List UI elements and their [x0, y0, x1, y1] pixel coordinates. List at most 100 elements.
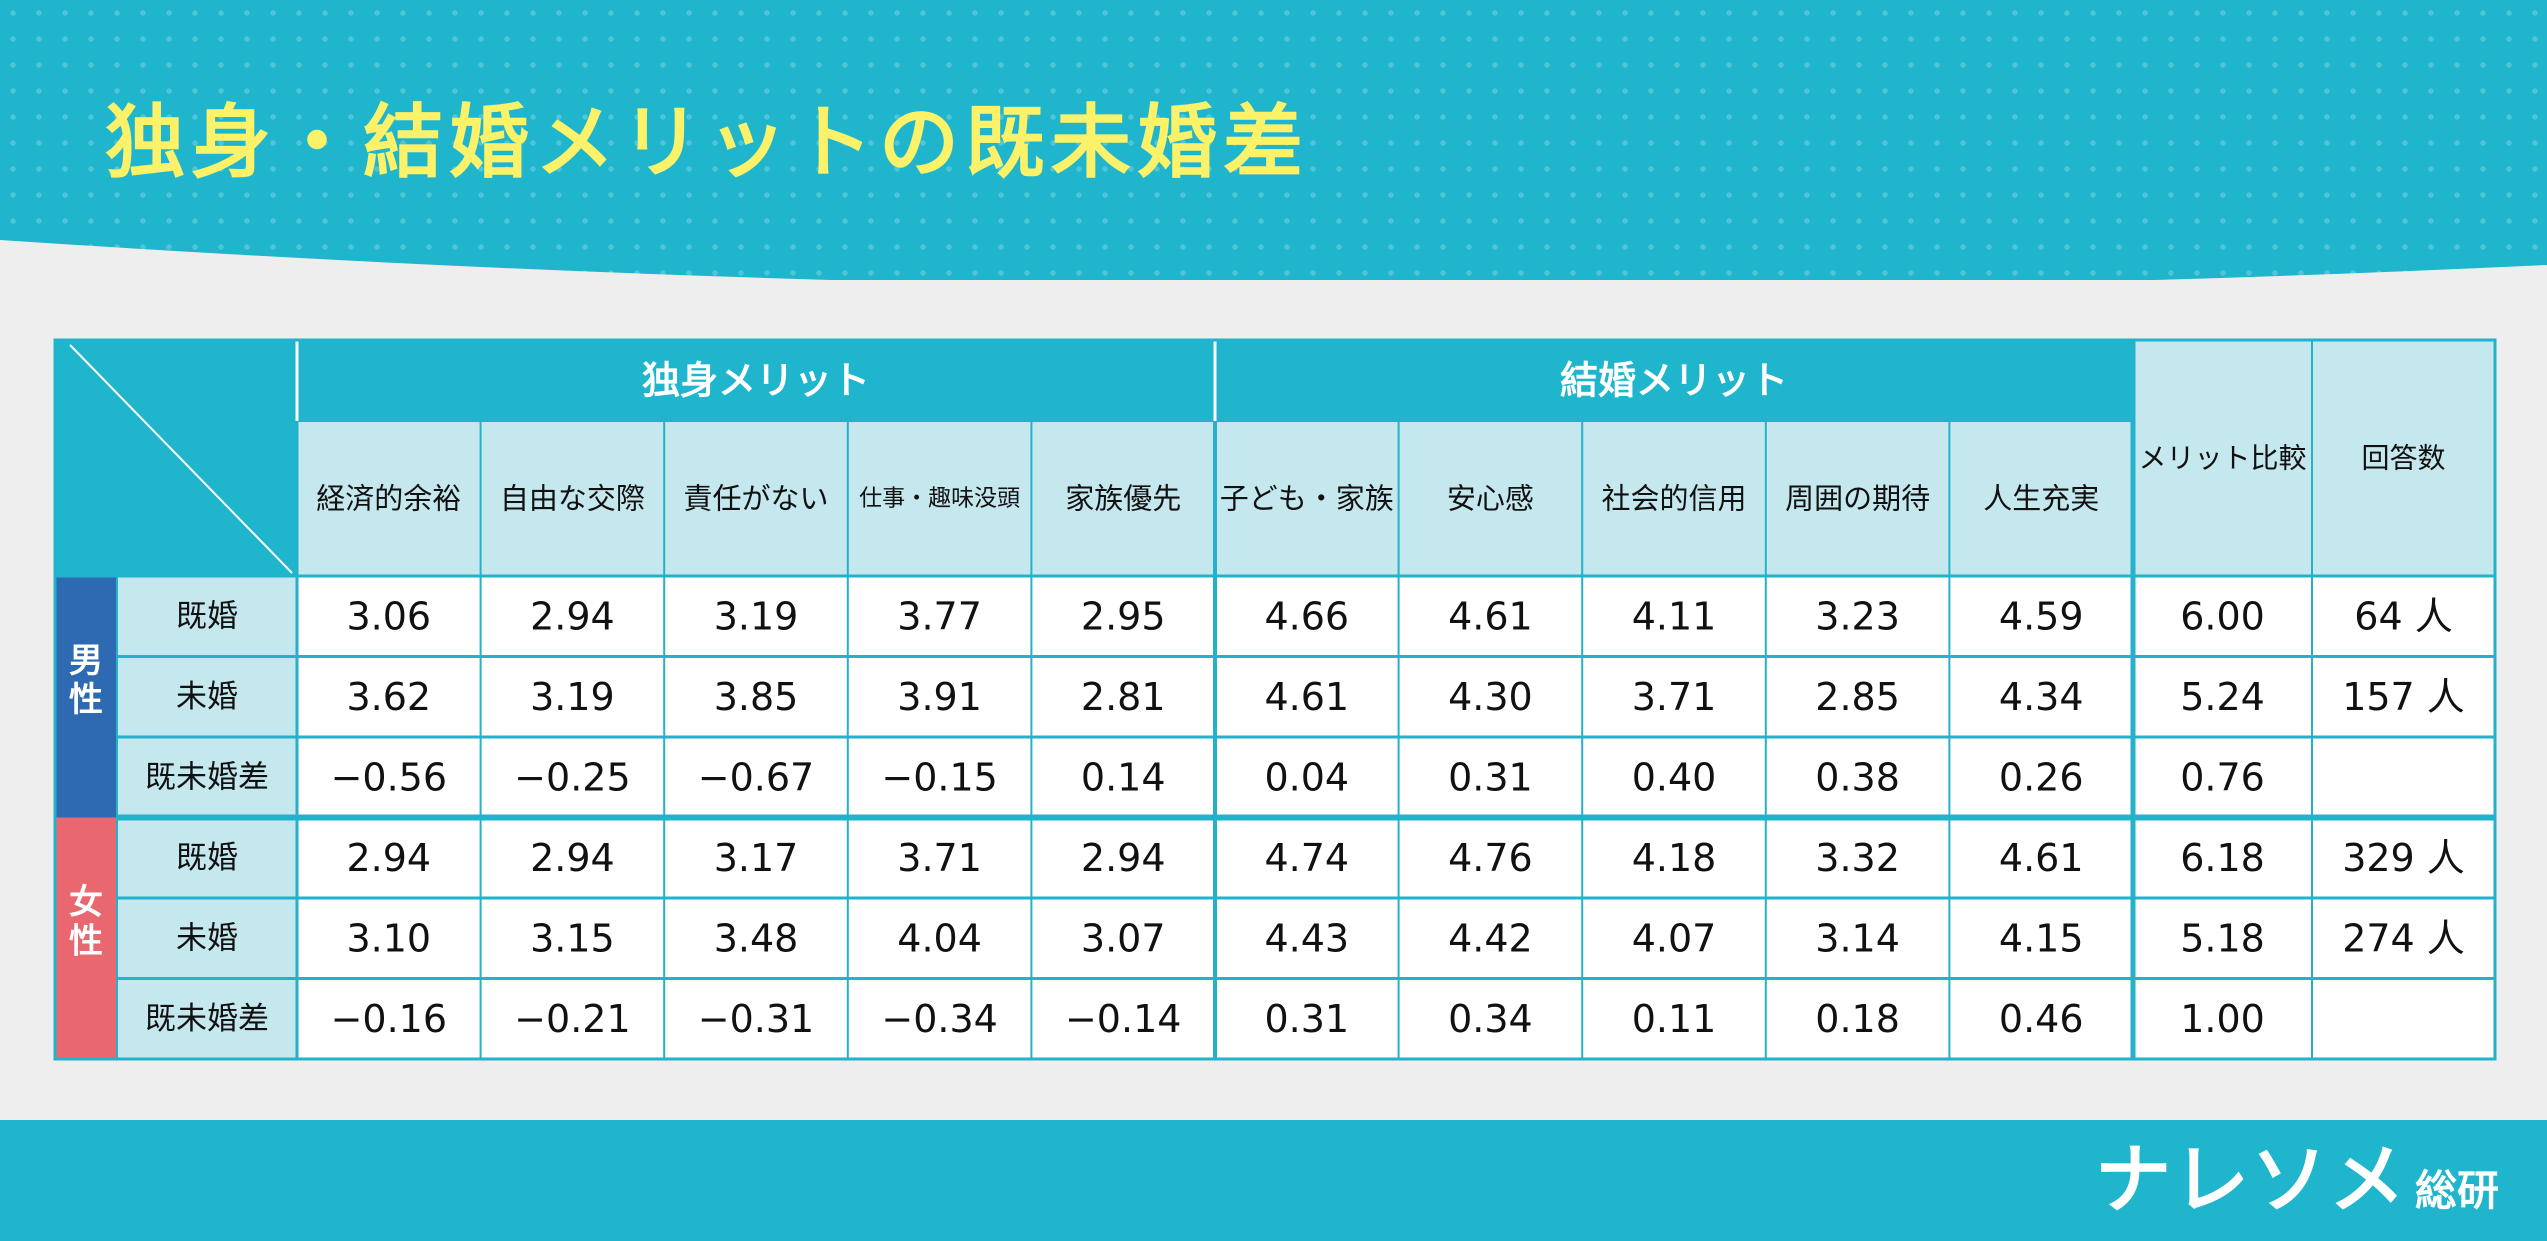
value-cell: −0.25 — [514, 755, 630, 799]
value-cell: 3.77 — [897, 594, 982, 638]
column-header: 社会的信用 — [1601, 482, 1746, 516]
value-cell: 0.04 — [1264, 755, 1349, 799]
value-cell: 4.74 — [1264, 836, 1349, 880]
value-cell: 3.85 — [714, 675, 799, 719]
value-cell: 0.40 — [1632, 755, 1717, 799]
compare-cell: 1.00 — [2180, 997, 2265, 1041]
section-label-male: 男性 — [69, 641, 103, 720]
value-cell: 0.31 — [1448, 755, 1533, 799]
value-cell: 0.18 — [1815, 997, 1900, 1041]
value-cell: 0.11 — [1632, 997, 1717, 1041]
value-cell: 0.26 — [1999, 755, 2084, 799]
count-cell: 64 人 — [2354, 594, 2452, 638]
value-cell: 4.15 — [1999, 916, 2084, 960]
value-cell: 0.14 — [1081, 755, 1166, 799]
logo-sub-text: 総研 — [2414, 1166, 2499, 1215]
row-label: 既未婚差 — [145, 759, 269, 795]
value-cell: 3.07 — [1081, 916, 1166, 960]
column-header: 安心感 — [1447, 482, 1534, 516]
value-cell: −0.34 — [881, 997, 997, 1041]
column-header: 経済的余裕 — [316, 482, 461, 516]
group-header-married: 結婚メリット — [1560, 359, 1788, 403]
value-cell: −0.56 — [331, 755, 447, 799]
value-cell: 4.04 — [897, 916, 982, 960]
value-cell: 3.14 — [1815, 916, 1900, 960]
logo-main-text: ナレソメ — [2094, 1135, 2407, 1224]
value-cell: 3.15 — [530, 916, 615, 960]
value-cell: −0.15 — [881, 755, 997, 799]
value-cell: 4.61 — [1999, 836, 2084, 880]
value-cell: 3.10 — [346, 916, 431, 960]
column-header-compare: メリット比較 — [2138, 442, 2306, 475]
table-border — [53, 338, 2497, 1061]
value-cell: 3.91 — [897, 675, 982, 719]
value-cell: −0.21 — [514, 997, 630, 1041]
corner-diagonal — [69, 344, 293, 574]
value-cell: 4.07 — [1632, 916, 1717, 960]
value-cell: −0.16 — [331, 997, 447, 1041]
value-cell: 4.61 — [1264, 675, 1349, 719]
compare-cell: 6.18 — [2180, 836, 2265, 880]
value-cell: 2.94 — [1081, 836, 1166, 880]
column-header: 家族優先 — [1065, 482, 1181, 516]
value-cell: 0.34 — [1448, 997, 1533, 1041]
value-cell: −0.14 — [1065, 997, 1181, 1041]
female-section-band — [55, 817, 117, 1059]
compare-cell: 5.24 — [2180, 675, 2265, 719]
compare-cell: 5.18 — [2180, 916, 2265, 960]
value-cell: 4.11 — [1632, 594, 1717, 638]
value-cell: 2.94 — [530, 594, 615, 638]
value-cell: 0.31 — [1264, 997, 1349, 1041]
value-cell: 2.94 — [346, 836, 431, 880]
compare-cell: 6.00 — [2180, 594, 2265, 638]
row-label: 未婚 — [176, 679, 238, 715]
extra-header-row — [2133, 340, 2495, 576]
value-cell: 3.62 — [346, 675, 431, 719]
row-label: 既婚 — [176, 598, 238, 634]
compare-cell: 0.76 — [2180, 755, 2265, 799]
value-cell: 3.19 — [530, 675, 615, 719]
value-cell: 3.71 — [1632, 675, 1717, 719]
value-cell: 3.32 — [1815, 836, 1900, 880]
value-cell: 2.85 — [1815, 675, 1900, 719]
column-header: 責任がない — [683, 482, 828, 516]
group-header-single: 独身メリット — [642, 359, 870, 403]
count-cell: 274 人 — [2342, 916, 2465, 960]
value-cell: 3.06 — [346, 594, 431, 638]
count-cell: 329 人 — [2342, 836, 2465, 880]
value-cell: −0.67 — [698, 755, 814, 799]
row-label: 既婚 — [176, 840, 238, 876]
value-cell: 3.17 — [714, 836, 799, 880]
value-cell: 3.71 — [897, 836, 982, 880]
value-cell: 2.95 — [1081, 594, 1166, 638]
male-section-band — [55, 576, 117, 818]
value-cell: 4.34 — [1999, 675, 2084, 719]
column-header: 自由な交際 — [500, 482, 645, 516]
section-label-female: 女性 — [69, 882, 103, 961]
brand-logo: ナレソメ 総研 — [2095, 1135, 2499, 1228]
value-cell: 4.18 — [1632, 836, 1717, 880]
value-cell: 4.43 — [1264, 916, 1349, 960]
header-curve — [0, 240, 2547, 300]
value-cell: 0.38 — [1815, 755, 1900, 799]
column-header: 仕事・趣味没頭 — [859, 486, 1020, 512]
value-cell: 4.66 — [1264, 594, 1349, 638]
page-title: 独身・結婚メリットの既未婚差 — [105, 96, 1309, 189]
column-header-count: 回答数 — [2361, 442, 2445, 475]
value-cell: 4.30 — [1448, 675, 1533, 719]
value-cell: −0.31 — [698, 997, 814, 1041]
column-header: 子ども・家族 — [1220, 482, 1394, 516]
value-cell: 4.76 — [1448, 836, 1533, 880]
value-cell: 4.59 — [1999, 594, 2084, 638]
header-banner — [0, 0, 2547, 280]
value-cell: 2.94 — [530, 836, 615, 880]
row-label: 未婚 — [176, 920, 238, 956]
value-cell: 4.61 — [1448, 594, 1533, 638]
value-cell: 3.48 — [714, 916, 799, 960]
column-header: 周囲の期待 — [1785, 482, 1930, 516]
value-cell: 4.42 — [1448, 916, 1533, 960]
value-cell: 3.23 — [1815, 594, 1900, 638]
value-cell: 0.46 — [1999, 997, 2084, 1041]
row-label: 既未婚差 — [145, 1001, 269, 1037]
